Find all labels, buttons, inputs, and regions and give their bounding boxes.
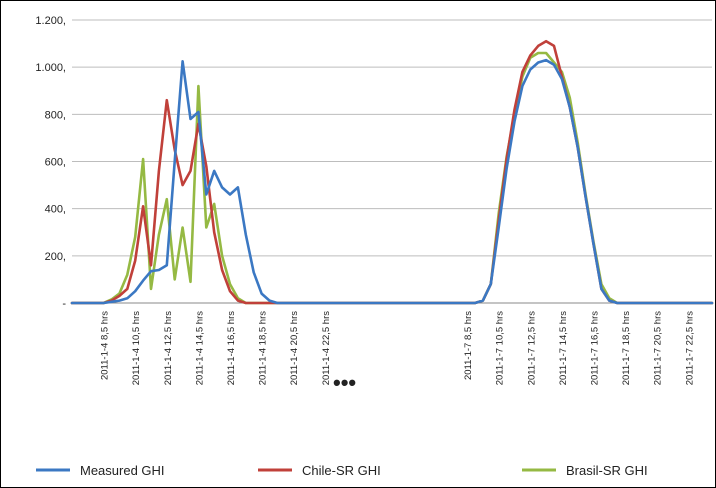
legend-label: Brasil-SR GHI — [566, 463, 648, 478]
y-tick-label: 1.200, — [35, 15, 66, 27]
x-tick-label: 2011-1-7 8,5 hrs — [463, 311, 474, 380]
x-tick-label: 2011-1-4 16,5 hrs — [226, 311, 237, 386]
x-tick-label: 2011-1-4 12,5 hrs — [163, 311, 174, 386]
x-axis-ticks: 2011-1-4 8,5 hrs 2011-1-4 10,5 hrs 2011-1-… — [100, 311, 696, 386]
legend-label: Chile-SR GHI — [302, 463, 381, 478]
x-tick-label: 2011-1-4 22,5 hrs — [321, 311, 332, 386]
x-tick-label: 2011-1-7 18,5 hrs — [621, 311, 632, 386]
y-tick-label: 400, — [45, 204, 66, 216]
series-line-measured-ghi — [70, 58, 714, 305]
axis-break-marker: ••• — [333, 370, 356, 395]
x-tick-label: 2011-1-4 10,5 hrs — [131, 311, 142, 386]
x-tick-label: 2011-1-7 14,5 hrs — [558, 311, 569, 386]
grid-lines — [72, 19, 712, 304]
x-tick-label: 2011-1-4 20,5 hrs — [289, 311, 300, 386]
x-tick-label: 2011-1-7 10,5 hrs — [495, 311, 506, 386]
y-tick-label: 200, — [45, 251, 66, 263]
series-lines — [70, 39, 714, 305]
x-tick-label: 2011-1-7 20,5 hrs — [653, 311, 664, 386]
y-axis-ticks: 1.200, 1.000, 800, 600, 400, 200, - — [35, 15, 66, 310]
legend: Measured GHI Chile-SR GHI Brasil-SR GHI — [36, 463, 648, 478]
x-tick-label: 2011-1-4 8,5 hrs — [100, 311, 111, 380]
y-tick-label: - — [62, 298, 66, 310]
y-tick-label: 1.000, — [35, 62, 66, 74]
legend-label: Measured GHI — [80, 463, 165, 478]
x-tick-label: 2011-1-7 16,5 hrs — [589, 311, 600, 386]
x-tick-label: 2011-1-7 22,5 hrs — [684, 311, 695, 386]
y-tick-label: 600, — [45, 157, 66, 169]
x-tick-label: 2011-1-4 14,5 hrs — [194, 311, 205, 386]
y-tick-label: 800, — [45, 109, 66, 121]
x-tick-label: 2011-1-4 18,5 hrs — [258, 311, 269, 386]
x-tick-label: 2011-1-7 12,5 hrs — [526, 311, 537, 386]
